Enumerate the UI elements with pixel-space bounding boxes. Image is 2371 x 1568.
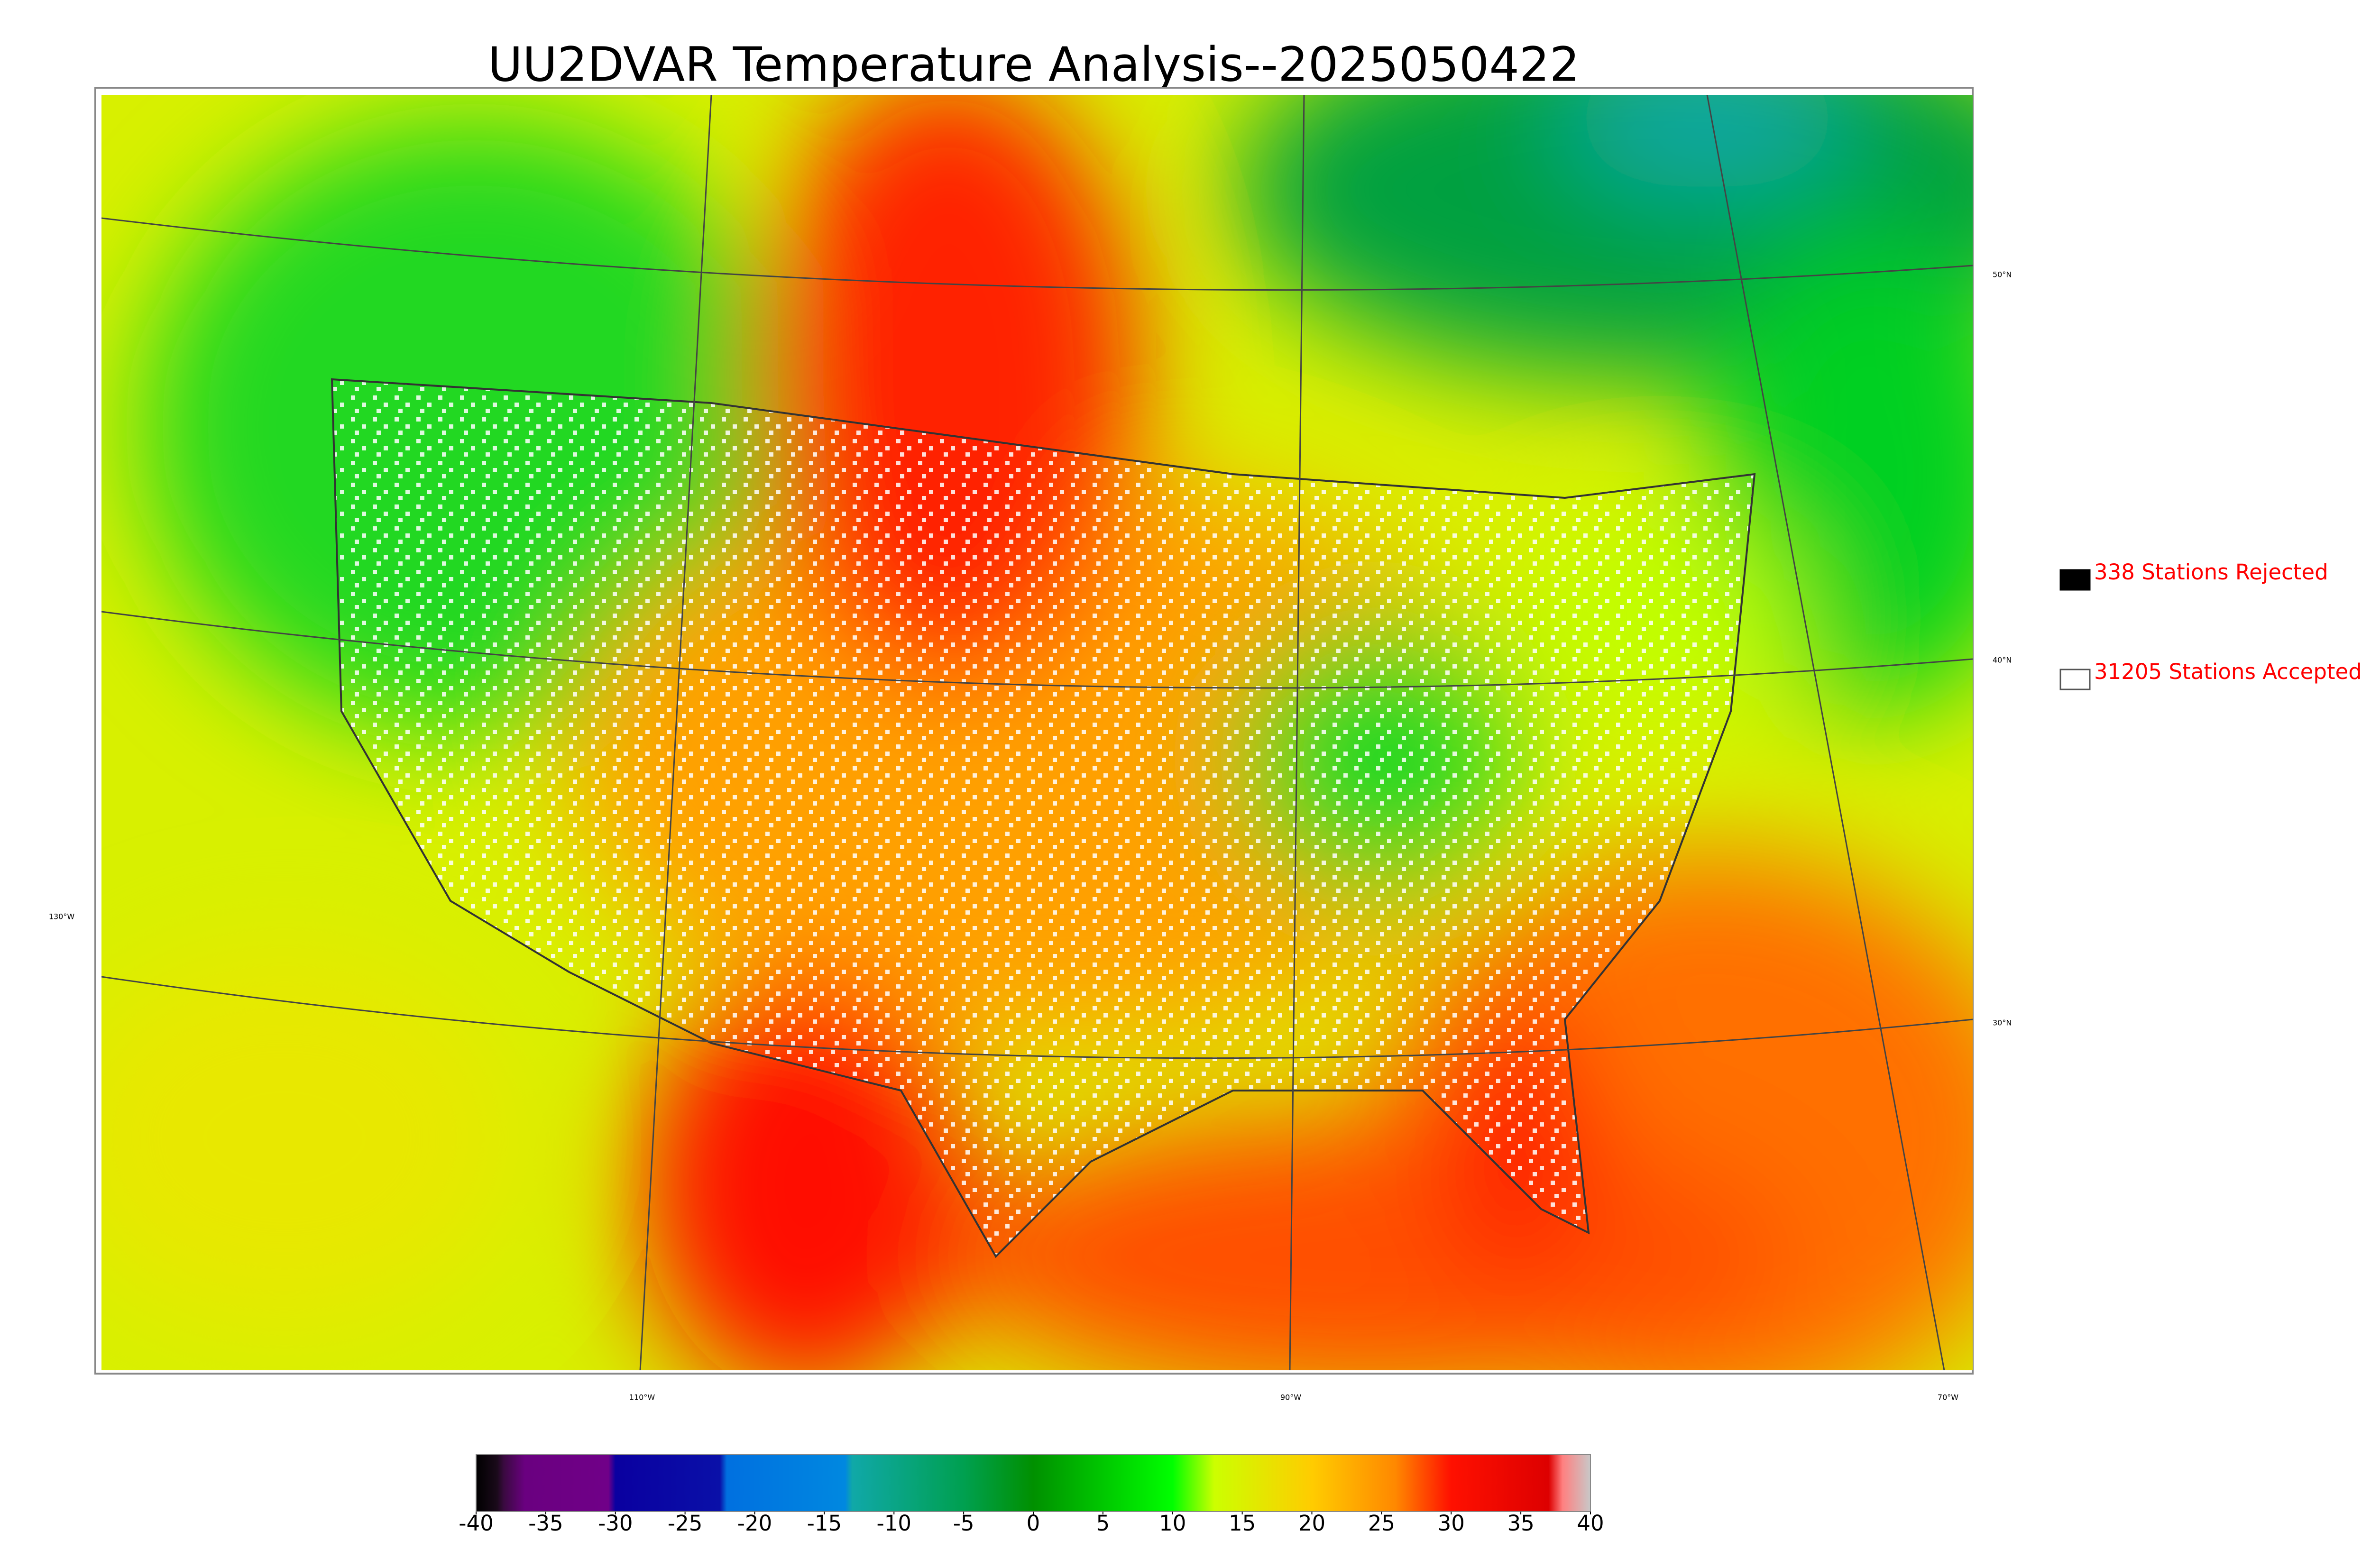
colorbar-tick-label: -25 <box>668 1511 703 1536</box>
lat-label: 30°N <box>1993 1018 2012 1027</box>
lat-label: 40°N <box>1993 656 2012 665</box>
lon-label: 130°W <box>49 912 75 921</box>
colorbar-tick-label: 0 <box>1027 1511 1040 1536</box>
colorbar-tick-label: 25 <box>1368 1511 1395 1536</box>
temperature-field <box>101 95 1973 1370</box>
colorbar-tick-label: -10 <box>877 1511 912 1536</box>
colorbar-tick-label: -20 <box>737 1511 772 1536</box>
legend-accepted: 31205 Stations Accepted <box>2094 659 2362 684</box>
lon-label: 70°W <box>1938 1393 1958 1402</box>
colorbar-tick-label: -15 <box>807 1511 842 1536</box>
colorbar-tick-label: 40 <box>1577 1511 1604 1536</box>
lat-label: 50°N <box>1993 270 2012 279</box>
colorbar-tick-label: -40 <box>459 1511 494 1536</box>
colorbar-tick-label: -5 <box>953 1511 974 1536</box>
colorbar-tick-label: -35 <box>528 1511 563 1536</box>
colorbar-tick-label: 10 <box>1159 1511 1186 1536</box>
colorbar-tick-label: 15 <box>1229 1511 1256 1536</box>
colorbar-tick-label: 20 <box>1298 1511 1325 1536</box>
colorbar: -40 -35 -30 -25 -20 -15 -10 -5 0 5 10 15 20 25 30 35 40 <box>459 1454 1604 1536</box>
colorbar-tick-label: -30 <box>598 1511 633 1536</box>
colorbar-tick-label: 30 <box>1438 1511 1465 1536</box>
colorbar-tick-label: 35 <box>1507 1511 1534 1536</box>
colorbar-tick-label: 5 <box>1096 1511 1110 1536</box>
title: UU2DVAR Temperature Analysis--2025050422 <box>488 37 1580 92</box>
lon-label: 110°W <box>629 1393 655 1402</box>
lon-label: 90°W <box>1280 1393 1301 1402</box>
accepted-swatch <box>2059 669 2091 690</box>
colorbar-fill <box>476 1454 1591 1512</box>
legend-rejected: 338 Stations Rejected <box>2094 559 2328 585</box>
rejected-swatch <box>2059 569 2091 591</box>
